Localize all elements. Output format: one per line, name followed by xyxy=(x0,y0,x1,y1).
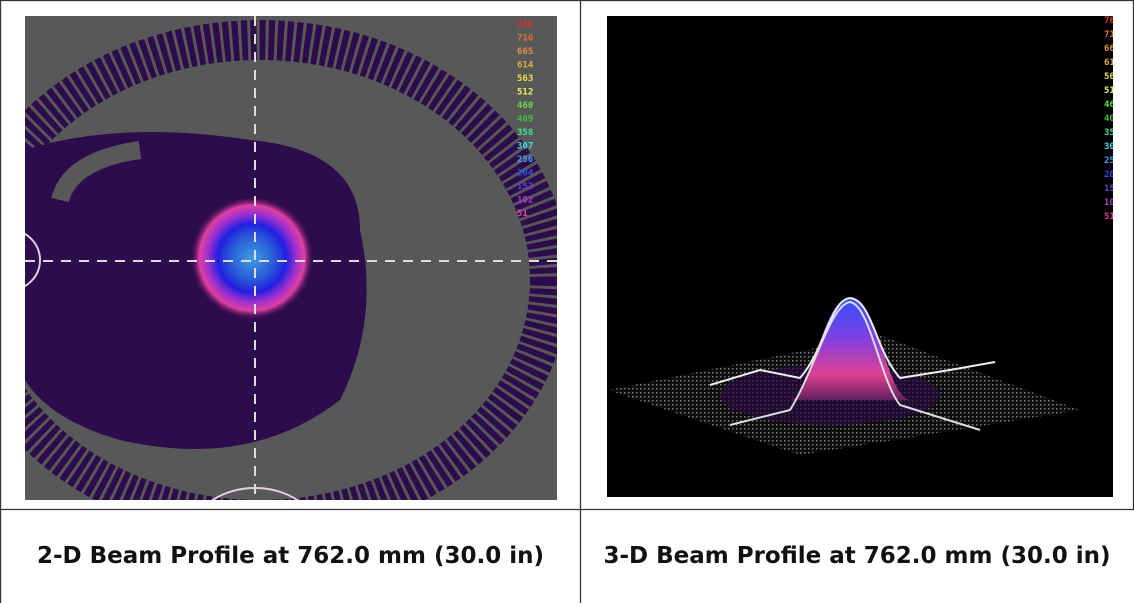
scale-label: 614 xyxy=(1104,58,1121,68)
scale-label: 307 xyxy=(517,142,533,152)
scale-label: 256 xyxy=(517,155,533,165)
scale-label: 512 xyxy=(1104,86,1120,96)
scale-label: 665 xyxy=(517,47,533,57)
caption: 3-D Beam Profile at 762.0 mm (30.0 in) xyxy=(603,543,1111,569)
scale-label: 768 xyxy=(1104,16,1120,26)
scale-label: 768 xyxy=(517,20,533,30)
scale-label: 614 xyxy=(517,61,534,71)
caption: 2-D Beam Profile at 762.0 mm (30.0 in) xyxy=(36,543,545,569)
scale-label: 512 xyxy=(517,88,533,98)
scale-label: 563 xyxy=(1104,72,1120,82)
scale-label: 460 xyxy=(1104,100,1120,110)
beam-3d-image: 768 716 665 614 563 512 460 409 358 307 256 204 153 1… xyxy=(607,16,1121,497)
scale-label: 358 xyxy=(1104,128,1120,138)
scale-label: 307 xyxy=(1104,142,1120,152)
scale-label: 204 xyxy=(517,169,534,179)
scale-label: 716 xyxy=(1104,30,1120,40)
beam-2d-image: 768 716 665 614 563 512 460 409 358 307 256 204 153 1… xyxy=(25,16,557,500)
scale-label: 153 xyxy=(1104,184,1120,194)
scale-label: 716 xyxy=(517,34,533,44)
scale-label: 51 xyxy=(517,209,528,219)
scale-label: 460 xyxy=(517,101,533,111)
scale-label: 665 xyxy=(1104,44,1120,54)
scale-label: 102 xyxy=(517,196,533,206)
scale-label: 51 xyxy=(1104,212,1115,222)
scale-label: 409 xyxy=(517,115,533,125)
scale-label: 256 xyxy=(1104,156,1120,166)
scale-label: 409 xyxy=(1104,114,1120,124)
scale-label: 358 xyxy=(517,128,533,138)
scale-label: 563 xyxy=(517,74,533,84)
scale-label: 153 xyxy=(517,182,533,192)
scale-label: 204 xyxy=(1104,170,1121,180)
scale-label: 102 xyxy=(1104,198,1120,208)
